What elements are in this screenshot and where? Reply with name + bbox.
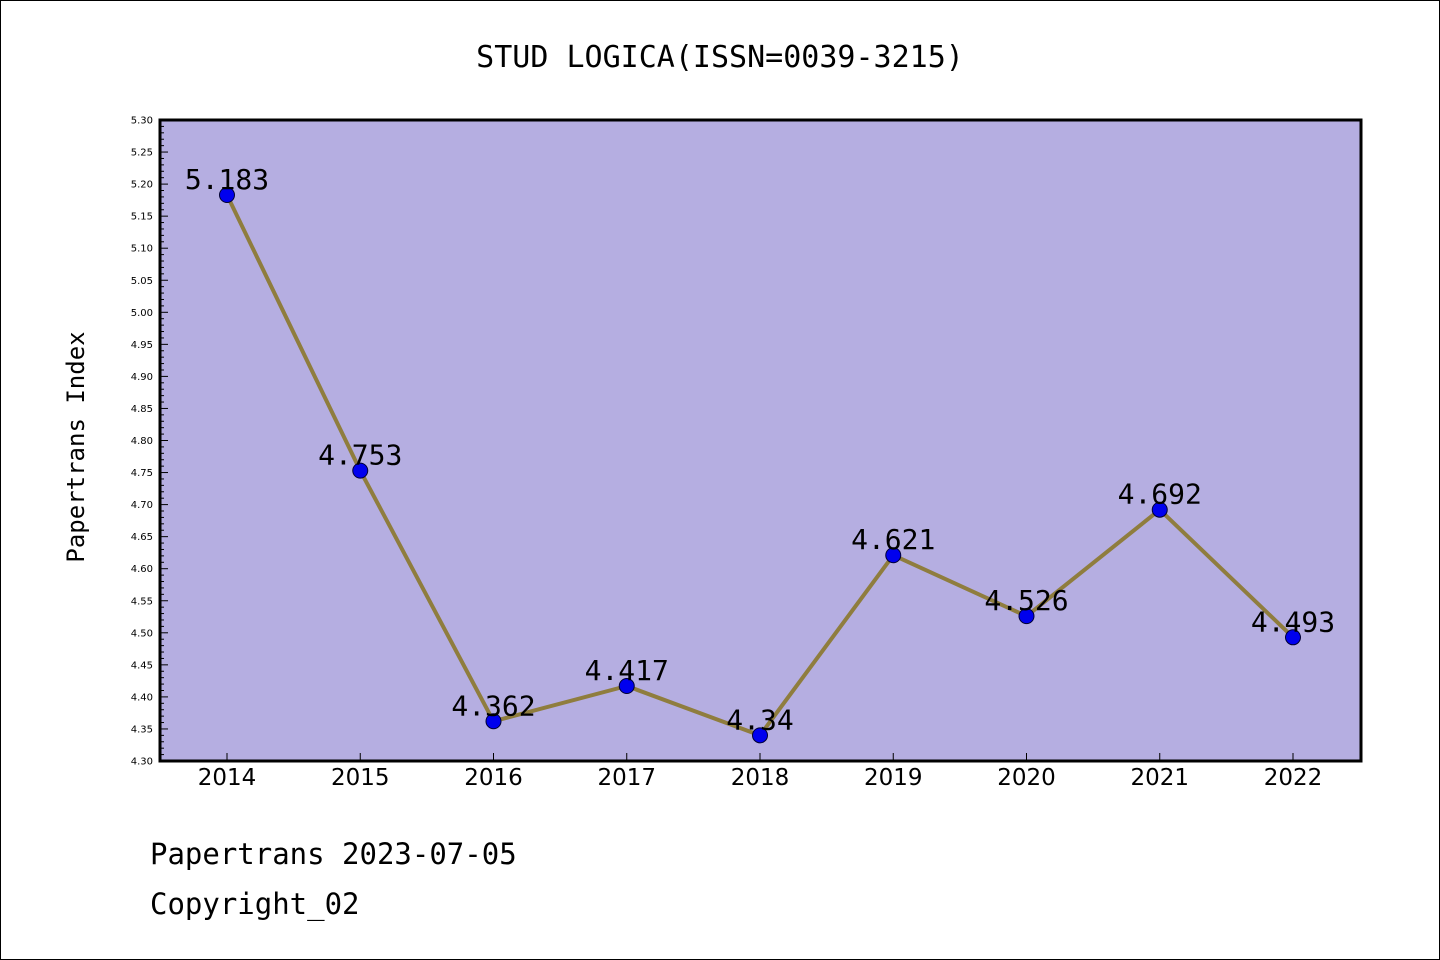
y-tick-label: 4.95 [131,340,153,351]
data-labels: 5.183 4.753 4.362 4.417 4.34 4.621 4.526 4.692 4… [185,163,1335,736]
y-tick-label: 4.40 [131,692,153,703]
data-label: 4.621 [851,523,935,556]
y-tick-label: 4.75 [131,468,153,479]
data-point [352,462,369,479]
data-label: 4.526 [984,584,1068,617]
y-tick-label: 5.05 [131,276,153,287]
x-tick-label: 2021 [1130,765,1189,791]
data-point [485,713,502,730]
y-tick-label: 5.20 [131,180,153,191]
x-tick-label: 2022 [1264,765,1323,791]
plot-border [158,118,1363,763]
x-tick-label: 2016 [464,765,523,791]
data-label: 4.34 [726,703,793,736]
x-axis-ticks: 2014 2015 2016 2017 2018 2019 2020 2021 2022 [198,753,1323,791]
data-label: 4.417 [585,654,669,687]
data-markers [219,186,1301,744]
y-tick-label: 4.85 [131,404,153,415]
y-tick-label: 4.55 [131,596,153,607]
y-tick-label: 5.10 [131,244,153,255]
y-tick-label: 4.70 [131,500,153,511]
x-tick-label: 2014 [198,765,257,791]
data-point [1285,629,1301,646]
y-tick-label: 5.25 [131,148,153,159]
data-label: 4.692 [1118,478,1202,511]
data-label: 4.753 [318,439,402,472]
footer-copyright: Copyright_02 [150,887,360,922]
y-tick-label: 5.30 [131,116,153,127]
y-tick-label: 4.45 [131,660,153,671]
data-label: 4.493 [1251,605,1335,638]
data-label: 5.183 [185,163,269,196]
y-axis-label: Papertrans Index [62,331,90,562]
x-tick-label: 2019 [864,765,923,791]
y-tick-label: 5.15 [131,212,153,223]
data-point [885,547,902,564]
x-tick-label: 2017 [597,765,656,791]
data-point [618,678,635,695]
chart-title: STUD LOGICA(ISSN=0039-3215) [476,40,964,75]
plot-area [160,120,1361,761]
y-tick-label: 4.65 [131,532,153,543]
data-point [752,727,768,744]
x-tick-label: 2018 [731,765,790,791]
x-tick-label: 2020 [997,765,1056,791]
data-point [1151,501,1168,518]
y-axis-ticks: 4.30 4.35 4.40 4.45 4.50 4.55 4.60 4.65 4.70 4.75… [131,116,168,768]
footer-date: Papertrans 2023-07-05 [150,837,517,871]
y-tick-label: 5.00 [131,308,153,319]
data-point [219,186,235,203]
data-label: 4.362 [451,689,535,722]
y-tick-label: 4.50 [131,628,153,639]
x-tick-label: 2015 [331,765,390,791]
data-point [1018,608,1035,625]
y-tick-label: 4.35 [131,724,153,735]
y-tick-label: 4.60 [131,564,153,575]
y-tick-label: 4.80 [131,436,153,447]
y-tick-label: 4.30 [131,757,153,768]
y-tick-label: 4.90 [131,372,153,383]
